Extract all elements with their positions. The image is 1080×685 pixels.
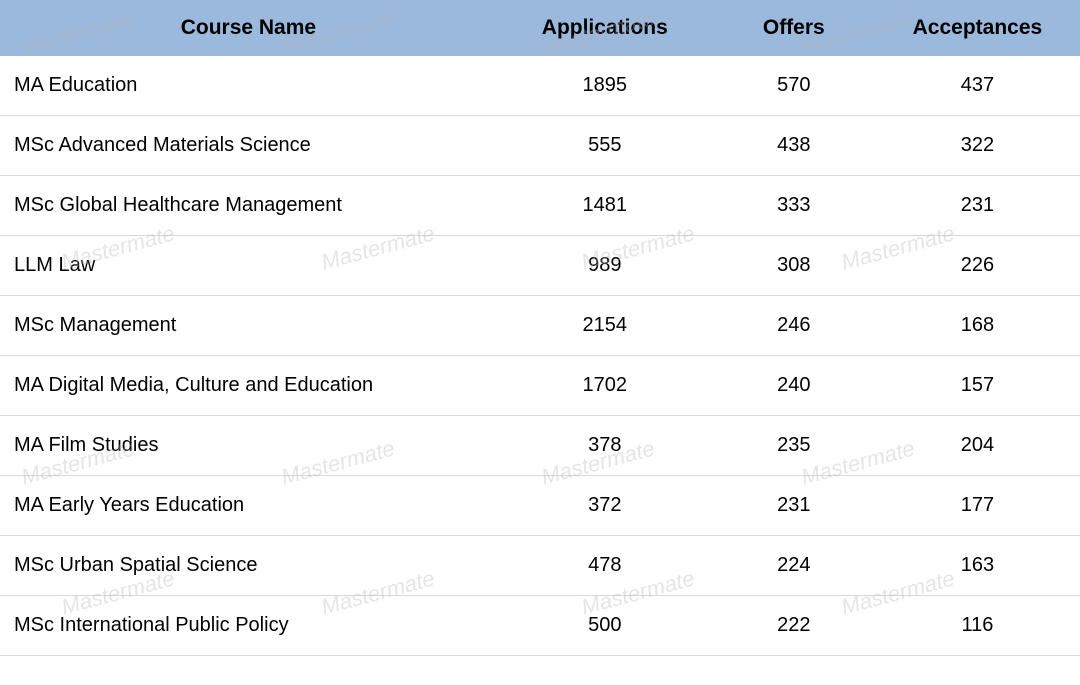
cell-applications: 378 xyxy=(497,416,713,476)
cell-applications: 478 xyxy=(497,536,713,596)
cell-course-name: MSc Global Healthcare Management xyxy=(0,176,497,236)
cell-course-name: MSc Management xyxy=(0,296,497,356)
cell-applications: 1702 xyxy=(497,356,713,416)
cell-applications: 2154 xyxy=(497,296,713,356)
cell-applications: 1895 xyxy=(497,56,713,116)
cell-course-name: MSc Advanced Materials Science xyxy=(0,116,497,176)
cell-acceptances: 231 xyxy=(875,176,1080,236)
table-row: MA Digital Media, Culture and Education1… xyxy=(0,356,1080,416)
table-row: MSc International Public Policy500222116 xyxy=(0,596,1080,656)
cell-course-name: LLM Law xyxy=(0,236,497,296)
cell-offers: 308 xyxy=(713,236,875,296)
table-body: MA Education1895570437MSc Advanced Mater… xyxy=(0,56,1080,656)
cell-offers: 235 xyxy=(713,416,875,476)
admissions-table: Course Name Applications Offers Acceptan… xyxy=(0,0,1080,656)
cell-acceptances: 226 xyxy=(875,236,1080,296)
cell-applications: 500 xyxy=(497,596,713,656)
cell-course-name: MSc International Public Policy xyxy=(0,596,497,656)
cell-applications: 372 xyxy=(497,476,713,536)
header-offers: Offers xyxy=(713,0,875,56)
cell-acceptances: 116 xyxy=(875,596,1080,656)
table-row: MSc Management2154246168 xyxy=(0,296,1080,356)
table-row: MA Education1895570437 xyxy=(0,56,1080,116)
cell-offers: 231 xyxy=(713,476,875,536)
cell-offers: 240 xyxy=(713,356,875,416)
cell-acceptances: 157 xyxy=(875,356,1080,416)
cell-course-name: MA Education xyxy=(0,56,497,116)
table-header-row: Course Name Applications Offers Acceptan… xyxy=(0,0,1080,56)
cell-applications: 1481 xyxy=(497,176,713,236)
cell-offers: 570 xyxy=(713,56,875,116)
cell-acceptances: 322 xyxy=(875,116,1080,176)
header-applications: Applications xyxy=(497,0,713,56)
header-course-name: Course Name xyxy=(0,0,497,56)
cell-offers: 333 xyxy=(713,176,875,236)
cell-acceptances: 204 xyxy=(875,416,1080,476)
table-row: MSc Global Healthcare Management14813332… xyxy=(0,176,1080,236)
cell-offers: 224 xyxy=(713,536,875,596)
cell-acceptances: 168 xyxy=(875,296,1080,356)
header-acceptances: Acceptances xyxy=(875,0,1080,56)
table-row: MA Early Years Education372231177 xyxy=(0,476,1080,536)
table-row: MSc Advanced Materials Science555438322 xyxy=(0,116,1080,176)
cell-applications: 989 xyxy=(497,236,713,296)
cell-course-name: MA Early Years Education xyxy=(0,476,497,536)
cell-offers: 222 xyxy=(713,596,875,656)
cell-offers: 246 xyxy=(713,296,875,356)
cell-acceptances: 177 xyxy=(875,476,1080,536)
cell-offers: 438 xyxy=(713,116,875,176)
table-row: MA Film Studies378235204 xyxy=(0,416,1080,476)
table-row: MSc Urban Spatial Science478224163 xyxy=(0,536,1080,596)
cell-course-name: MA Film Studies xyxy=(0,416,497,476)
cell-acceptances: 163 xyxy=(875,536,1080,596)
cell-acceptances: 437 xyxy=(875,56,1080,116)
cell-course-name: MA Digital Media, Culture and Education xyxy=(0,356,497,416)
table-row: LLM Law989308226 xyxy=(0,236,1080,296)
cell-applications: 555 xyxy=(497,116,713,176)
cell-course-name: MSc Urban Spatial Science xyxy=(0,536,497,596)
